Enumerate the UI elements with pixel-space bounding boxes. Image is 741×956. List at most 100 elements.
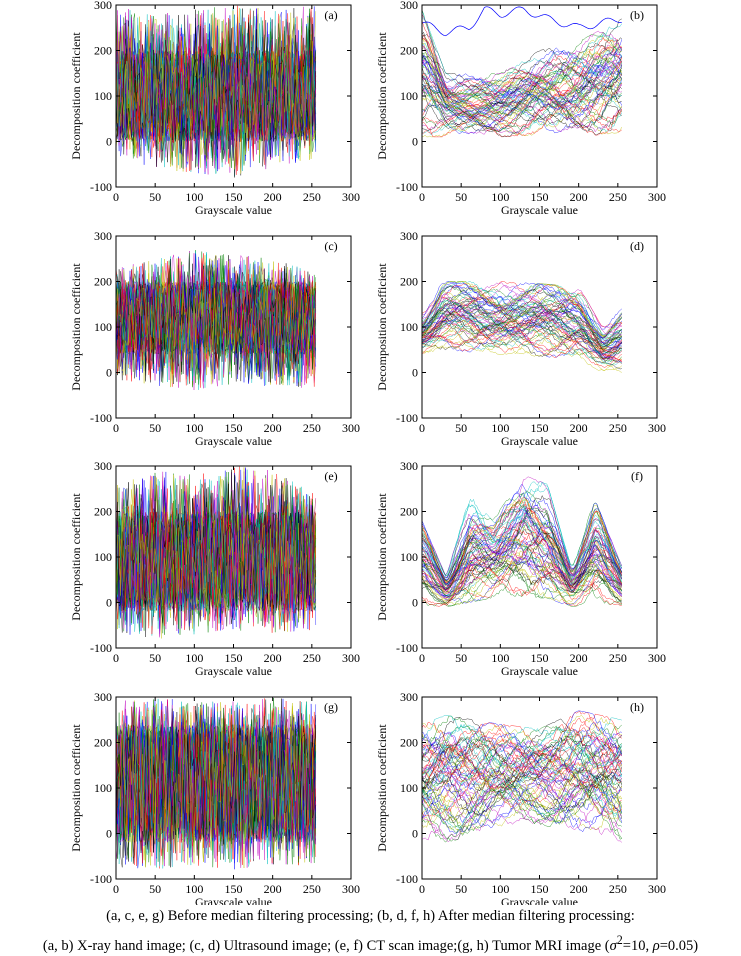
y-tick-label: -100 [396,411,418,425]
x-axis-label: Grayscale value [195,664,272,678]
series-line [116,700,317,849]
series-line [422,281,622,338]
series-line [422,746,622,795]
x-tick-label: 200 [264,882,282,896]
series-line [422,90,623,127]
x-tick-label: 250 [303,421,321,435]
series-line [422,74,622,119]
series-line [422,42,623,109]
series-line [422,9,622,96]
series-line [116,467,317,622]
series-line [422,74,622,132]
panel-label: (f) [631,469,643,483]
y-tick-label: -100 [90,641,112,655]
panel-label: (c) [324,239,337,253]
y-tick-label: 200 [400,44,418,58]
series-line [422,740,622,795]
series-line [422,746,622,790]
series-line [422,557,622,604]
series-line [422,760,622,814]
series-group-b [422,6,623,138]
caption-superscript: 2 [616,933,623,947]
series-line [422,737,622,782]
x-tick-label: 50 [149,190,161,204]
y-tick-label: 200 [400,736,418,750]
series-line [422,710,622,764]
y-tick-label: -100 [396,641,418,655]
series-line [422,714,622,763]
caption-line-2-text: (a, b) X-ray hand image; (c, d) Ultrasou… [42,937,610,954]
series-line [422,764,623,819]
x-tick-label: 250 [303,190,321,204]
x-tick-label: 250 [609,882,627,896]
series-line [422,781,623,840]
series-line [422,318,622,352]
series-line [422,326,622,371]
panel-label-background [320,700,343,715]
series-line [116,272,317,386]
series-line [116,5,317,153]
x-tick-label: 150 [225,651,243,665]
series-line [422,781,622,833]
series-line [422,310,622,345]
panel-label-background [626,239,649,254]
series-line [116,271,317,383]
x-tick-label: 0 [419,190,425,204]
series-line [422,54,623,106]
x-tick-label: 200 [570,651,588,665]
x-tick-label: 300 [648,882,666,896]
panel-label-background [320,469,343,484]
panel-label: (h) [630,700,644,714]
series-line [422,539,622,598]
y-tick-label: 300 [400,229,418,243]
x-tick-label: 150 [225,421,243,435]
x-tick-label: 0 [419,651,425,665]
panel-label-background [320,239,343,254]
series-line [422,783,623,834]
y-tick-label: 100 [400,89,418,103]
series-line [116,14,317,167]
y-tick-label: 0 [106,596,112,610]
x-tick-label: 100 [185,190,203,204]
series-line [422,321,622,365]
series-line [116,709,317,841]
series-line [422,754,622,809]
x-tick-label: 150 [531,421,549,435]
series-line [422,72,622,112]
y-tick-label: 200 [400,275,418,289]
series-line [422,306,622,356]
series-line [422,10,622,99]
caption-rho-value: =0.05) [659,937,699,954]
series-line [422,561,622,607]
series-line [422,522,622,591]
x-tick-label: 150 [225,190,243,204]
series-line [422,284,623,339]
x-tick-label: 200 [264,421,282,435]
y-tick-label: 300 [400,690,418,704]
series-line [422,316,622,365]
series-line [422,752,622,802]
series-line [422,296,622,339]
series-line [422,557,622,606]
series-line [422,541,623,597]
x-tick-label: 250 [609,190,627,204]
y-tick-label: 0 [412,596,418,610]
series-group-c [116,250,317,391]
x-axis-label: Grayscale value [501,434,578,448]
y-tick-label: 100 [400,320,418,334]
series-line [422,722,623,777]
series-line [422,735,622,787]
series-group-f [422,476,623,607]
y-tick-label: 200 [94,275,112,289]
series-line [422,281,622,339]
y-tick-label: 0 [412,827,418,841]
x-tick-label: 50 [455,651,467,665]
x-tick-label: 200 [570,421,588,435]
series-line [422,311,622,359]
series-line [422,734,623,782]
panel-label: (a) [324,8,337,22]
y-tick-label: 300 [400,0,418,12]
x-tick-label: 250 [609,421,627,435]
chart-panel-g: 0 50 100 150 200 250 300-1000100200300Grayscal… [69,690,360,905]
series-line [422,45,622,115]
